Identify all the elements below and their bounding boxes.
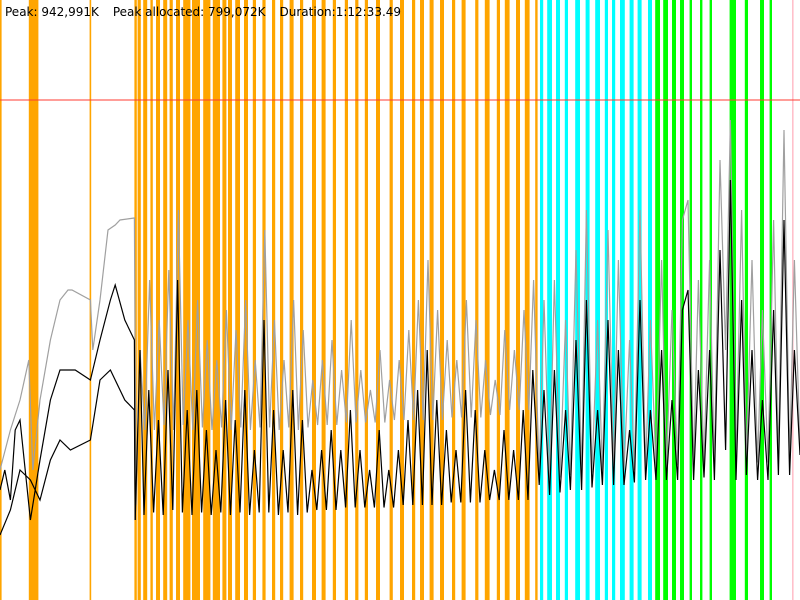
- orange-band: [440, 0, 444, 600]
- green-band: [655, 0, 660, 600]
- used-series-line-2: [0, 368, 136, 536]
- orange-band: [262, 0, 266, 600]
- green-band: [672, 0, 676, 600]
- pink-band: [792, 0, 794, 600]
- orange-band: [300, 0, 304, 600]
- orange-band: [235, 0, 240, 600]
- orange-band: [376, 0, 380, 600]
- orange-band: [420, 0, 424, 600]
- orange-band: [524, 0, 530, 600]
- orange-band: [228, 0, 232, 600]
- orange-band: [163, 0, 168, 600]
- used-series-line-1: [0, 179, 800, 521]
- orange-band: [412, 0, 416, 600]
- green-band: [760, 0, 764, 600]
- series-lines: [0, 119, 800, 536]
- orange-band: [280, 0, 284, 600]
- cyan-band: [595, 0, 600, 600]
- orange-band: [192, 0, 200, 600]
- green-band: [689, 0, 692, 600]
- orange-band: [134, 0, 137, 600]
- orange-band: [452, 0, 456, 600]
- cyan-band: [620, 0, 625, 600]
- orange-band: [484, 0, 490, 600]
- orange-band: [475, 0, 479, 600]
- orange-band: [143, 0, 148, 600]
- orange-band: [252, 0, 256, 600]
- orange-band: [535, 0, 538, 600]
- stats-header: Peak: 942,991K Peak allocated: 799,072K Du…: [5, 5, 415, 19]
- orange-band: [28, 0, 39, 600]
- cyan-band: [540, 0, 544, 600]
- cyan-band: [564, 0, 568, 600]
- green-band: [663, 0, 668, 600]
- orange-band: [461, 0, 466, 600]
- green-band: [680, 0, 684, 600]
- orange-band: [344, 0, 348, 600]
- peak-allocated-label: Peak allocated: 799,072K: [112, 5, 266, 19]
- duration-label: Duration:1:12:33.49: [279, 5, 402, 19]
- green-band: [700, 0, 703, 600]
- orange-band: [222, 0, 227, 600]
- orange-band: [504, 0, 510, 600]
- green-band: [744, 0, 748, 600]
- orange-band: [496, 0, 500, 600]
- orange-band: [289, 0, 294, 600]
- orange-band: [332, 0, 336, 600]
- orange-band: [516, 0, 520, 600]
- cyan-band: [648, 0, 652, 600]
- cyan-band: [629, 0, 634, 600]
- orange-band: [355, 0, 359, 600]
- orange-band: [156, 0, 160, 600]
- orange-band: [183, 0, 191, 600]
- cyan-band: [547, 0, 552, 600]
- orange-band: [203, 0, 211, 600]
- green-band: [769, 0, 772, 600]
- orange-band: [321, 0, 326, 600]
- orange-band: [0, 0, 2, 600]
- orange-band: [169, 0, 173, 600]
- cyan-band: [585, 0, 590, 600]
- orange-band: [429, 0, 434, 600]
- orange-band: [312, 0, 316, 600]
- orange-band: [272, 0, 276, 600]
- orange-band: [212, 0, 220, 600]
- orange-band: [137, 0, 141, 600]
- orange-band: [364, 0, 368, 600]
- orange-band: [150, 0, 153, 600]
- peak-label: Peak: 942,991K: [5, 5, 99, 19]
- orange-band: [389, 0, 393, 600]
- cyan-band: [612, 0, 616, 600]
- cyan-band: [556, 0, 560, 600]
- orange-band: [400, 0, 404, 600]
